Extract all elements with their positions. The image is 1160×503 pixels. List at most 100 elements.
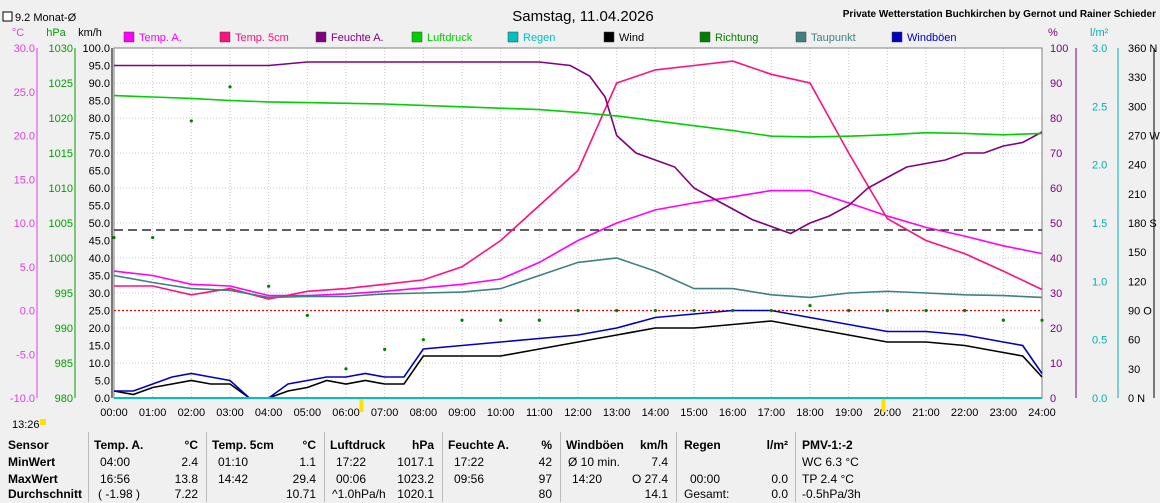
axis-tick-label: 90.0: [89, 78, 110, 90]
axis-tick-label: 0.0: [95, 393, 110, 405]
legend-swatch: [795, 31, 807, 43]
axis-unit-left: °C: [12, 27, 24, 39]
x-tick-label: 09:00: [448, 407, 476, 419]
axis-tick-label: 80: [1050, 113, 1062, 125]
axis-tick-label: 180 S: [1128, 218, 1157, 230]
legend-swatch: [891, 31, 903, 43]
axis-tick-label: 360 N: [1128, 43, 1157, 55]
temp-5cm-max-time: 14:42: [218, 472, 249, 486]
x-tick-label: 10:00: [487, 407, 515, 419]
axis-tick-label: 60: [1128, 335, 1140, 347]
luftdruck-column: Luftdruck hPa 17:22 1017.1 00:06 1023.2 …: [330, 430, 438, 503]
series-point-richtung: [1040, 318, 1044, 322]
x-tick-label: 15:00: [680, 407, 708, 419]
luftdruck-min-time: 17:22: [336, 455, 367, 469]
current-time-label: 13:26: [12, 419, 40, 430]
axis-tick-label: 45.0: [89, 236, 110, 248]
temp-a-column: Temp. A. °C 04:00 2.4 16:56 13.8 ( -1.98…: [94, 430, 202, 503]
axis-tick-label: 980: [55, 393, 73, 405]
luftdruck-header: Luftdruck: [330, 438, 386, 452]
legend-swatch: [411, 31, 423, 43]
x-tick-label: 01:00: [139, 407, 167, 419]
x-tick-label: 22:00: [951, 407, 979, 419]
x-tick-label: 23:00: [990, 407, 1018, 419]
series-point-richtung: [1001, 318, 1005, 322]
temp-a-max-time: 16:56: [100, 472, 131, 486]
temp-5cm-min-value: 1.1: [299, 455, 316, 469]
stats-table: Sensor MinWert MaxWert Durchschnitt Temp…: [0, 430, 1160, 503]
axis-tick-label: 120: [1128, 276, 1146, 288]
axis-tick-label: 50: [1050, 218, 1062, 230]
x-tick-label: 05:00: [294, 407, 322, 419]
axis-tick-label: 3.0: [1092, 43, 1107, 55]
windboeen-min-value: 7.4: [651, 455, 668, 469]
axis-tick-label: 20.0: [14, 131, 35, 143]
axis-tick-label: 990: [55, 323, 73, 335]
series-line-wind: [113, 320, 1043, 399]
x-tick-label: 17:00: [758, 407, 786, 419]
axis-tick-label: 95.0: [89, 61, 110, 73]
axis-tick-label: 25.0: [14, 87, 35, 99]
axis-tick-label: 75.0: [89, 131, 110, 143]
x-tick-label: 12:00: [564, 407, 592, 419]
pmv-pressure-trend: -0.5hPa/3h: [802, 487, 861, 501]
axis-tick-label: 0: [1050, 393, 1056, 405]
axis-tick-label: 20.0: [89, 323, 110, 335]
axis-tick-label: 30.0: [89, 288, 110, 300]
x-tick-label: 03:00: [216, 407, 244, 419]
axis-unit-left: hPa: [46, 27, 66, 39]
axis-tick-label: 30.0: [14, 43, 35, 55]
axis-tick-label: 1010: [49, 183, 73, 195]
luftdruck-trend: ^1.0hPa/h: [332, 487, 386, 501]
luftdruck-max-time: 00:06: [336, 472, 367, 486]
series-point-richtung: [885, 308, 889, 313]
temp-a-unit: °C: [184, 438, 198, 452]
axis-tick-label: 5.0: [95, 376, 110, 388]
axis-tick-label: 330: [1128, 72, 1146, 84]
axis-tick-label: 50.0: [89, 218, 110, 230]
feuchte-max-value: 97: [538, 472, 552, 486]
axis-tick-label: 0.5: [1092, 335, 1107, 347]
axis-tick-label: 1025: [49, 78, 73, 90]
legend-swatch: [603, 31, 615, 43]
series-point-richtung: [228, 85, 232, 89]
series-point-richtung: [151, 235, 155, 240]
axis-tick-label: 85.0: [89, 96, 110, 108]
regen-total-label: Gesamt:: [684, 487, 730, 501]
axis-tick-label: -10.0: [10, 393, 35, 405]
regen-total-value: 0.0: [771, 487, 788, 501]
series-point-richtung: [499, 318, 503, 322]
axis-tick-label: 995: [55, 288, 73, 300]
x-tick-label: 00:00: [100, 407, 128, 419]
regen-max-time: 00:00: [690, 472, 721, 486]
axis-tick-label: 40: [1050, 253, 1062, 265]
luftdruck-avg-value: 1020.1: [397, 487, 434, 501]
axis-tick-label: 240: [1128, 160, 1146, 172]
series-point-richtung: [653, 308, 657, 313]
axis-tick-label: 15.0: [14, 174, 35, 186]
legend-label: Luftdruck: [427, 32, 473, 44]
series-point-richtung: [847, 308, 851, 313]
current-time-marker: [40, 419, 46, 425]
series-point-richtung: [576, 308, 580, 313]
series-point-richtung: [769, 308, 773, 313]
checkbox-icon[interactable]: [2, 11, 13, 22]
series-point-richtung: [615, 308, 619, 313]
x-tick-label: 24:00: [1028, 407, 1056, 419]
windboeen-header: Windböen: [566, 438, 624, 452]
series-point-richtung: [421, 338, 425, 342]
axis-tick-label: 15.0: [89, 341, 110, 353]
regen-column: Regen l/m² 00:00 0.0 Gesamt: 0.0: [684, 430, 792, 503]
series-point-richtung: [731, 308, 735, 313]
windboeen-column: Windböen km/h Ø 10 min. 7.4 14:20 O 27.4…: [566, 430, 672, 503]
axis-tick-label: 5.0: [20, 262, 35, 274]
axis-tick-label: 55.0: [89, 201, 110, 213]
axis-tick-label: 2.5: [1092, 101, 1107, 113]
legend-label: Regen: [523, 32, 555, 44]
windboeen-avg-value: 14.1: [644, 487, 668, 501]
axis-tick-label: 2.0: [1092, 160, 1107, 172]
series-point-richtung: [383, 347, 387, 351]
series-point-richtung: [305, 313, 309, 317]
legend-label: Taupunkt: [811, 32, 856, 44]
axis-tick-label: 30: [1050, 288, 1062, 300]
